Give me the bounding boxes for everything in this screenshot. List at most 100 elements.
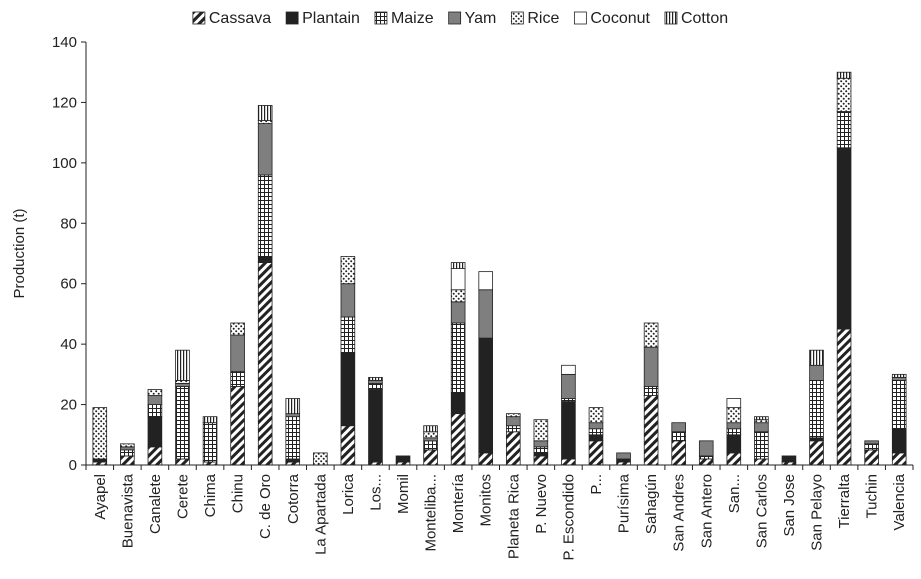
x-tick-label: Purísima	[616, 473, 633, 533]
x-tick-label: San Antero	[698, 474, 715, 548]
bar-segment-rice	[230, 322, 245, 336]
bar-segment-cotton	[450, 262, 466, 270]
bar-segment-cassava	[643, 395, 659, 466]
bar-stack	[781, 455, 797, 466]
bar-segment-plantain	[285, 458, 301, 463]
bar-stack	[505, 413, 521, 466]
bar-stack	[368, 376, 383, 466]
bar-segment-yam	[120, 446, 135, 451]
x-tick-label: Monitos	[478, 474, 495, 527]
bar-segment-yam	[588, 422, 604, 430]
bar-segment-rice	[505, 413, 521, 418]
bar-segment-cotton	[175, 349, 190, 381]
bar-stack	[340, 256, 356, 466]
bar-stack	[561, 364, 576, 466]
bar-segment-maize	[809, 379, 824, 439]
bar-segment-cassava	[505, 431, 521, 466]
bar-stack	[147, 389, 163, 466]
bar-stack	[726, 398, 742, 466]
bar-segment-plantain	[257, 256, 273, 263]
bar-segment-plantain	[726, 434, 742, 454]
y-axis: 0 20 40 60 80 100 120 140	[52, 34, 87, 474]
x-axis: Ayapel Buenavista Canalete Cerete Chima Chinu…	[85, 464, 914, 560]
bar-segment-yam	[175, 383, 190, 387]
bar-segment-cotton	[423, 425, 438, 433]
bar-segment-rice	[92, 407, 108, 460]
bar-segment-cotton	[754, 416, 769, 421]
bar-segment-yam	[809, 364, 824, 381]
x-tick-label: Ayapel	[92, 474, 109, 520]
bar-segment-rice	[340, 256, 356, 285]
legend: Cassava Plantain Maize Yam Rice Coconut Cotton	[192, 10, 728, 27]
x-tick-label: Tierralta	[836, 473, 853, 528]
bar-segment-yam	[505, 416, 521, 427]
x-tick-label: Lorica	[340, 473, 357, 515]
legend-label: Cassava	[209, 10, 271, 27]
bar-stack	[202, 416, 218, 466]
bar-segment-cassava	[836, 328, 852, 466]
bar-segment-cassava	[671, 440, 686, 466]
bar-segment-maize	[423, 440, 438, 451]
bar-stack	[423, 425, 438, 466]
bar-segment-maize	[340, 316, 356, 354]
legend-swatch-yam	[448, 11, 462, 25]
bar-stack	[92, 407, 108, 466]
bar-stack	[395, 455, 411, 466]
bar-segment-yam	[864, 440, 879, 445]
x-tick-label: P...	[588, 474, 605, 495]
bar-segment-yam	[671, 422, 686, 433]
bar-segment-yam	[257, 123, 273, 176]
x-tick-label: P. Nuevo	[533, 474, 550, 534]
bar-segment-cassava	[340, 425, 356, 466]
bar-stack	[588, 407, 604, 466]
bar-segment-cassava	[698, 458, 714, 466]
bar-segment-yam	[533, 440, 549, 448]
bar-segment-rice	[147, 389, 163, 396]
x-tick-label: Buenavista	[119, 473, 136, 548]
bar-segment-cotton	[285, 398, 301, 415]
bar-segment-maize	[120, 449, 135, 457]
bar-segment-maize	[836, 111, 852, 149]
bar-stack	[257, 105, 273, 466]
bar-stack	[450, 262, 466, 466]
bar-segment-plantain	[781, 455, 797, 463]
bar-stack	[698, 440, 714, 466]
bar-segment-rice	[257, 120, 273, 124]
bar-segment-maize	[864, 443, 879, 451]
x-tick-label: San Carlos	[753, 474, 770, 548]
x-tick-label: Cotorra	[285, 473, 302, 524]
bar-segment-maize	[147, 404, 163, 418]
bar-segment-coconut	[450, 268, 466, 291]
bar-segment-maize	[505, 425, 521, 433]
bar-segment-maize	[698, 455, 714, 460]
y-tick-label: 20	[60, 397, 77, 414]
bar-segment-cassava	[891, 452, 907, 466]
legend-swatch-rice	[510, 11, 524, 25]
bar-stack	[891, 373, 907, 466]
y-tick-label: 120	[52, 94, 77, 111]
x-tick-label: San Jose	[781, 474, 798, 537]
bar-segment-rice	[533, 419, 549, 442]
bar-segment-rice	[588, 407, 604, 424]
bar-stack	[478, 271, 494, 466]
bar-segment-plantain	[616, 458, 631, 463]
legend-label: Plantain	[302, 10, 360, 27]
bar-segment-plantain	[588, 434, 604, 442]
bar-segment-cassava	[230, 386, 245, 466]
bar-segment-cassava	[561, 458, 576, 466]
x-tick-label: Valencia	[891, 473, 908, 530]
legend-swatch-maize	[374, 11, 388, 25]
bar-segment-yam	[616, 452, 631, 460]
legend-label: Maize	[391, 10, 434, 27]
legend-label: Yam	[465, 10, 497, 27]
bar-stack	[643, 322, 659, 466]
bar-segment-cassava	[726, 452, 742, 466]
legend-label: Rice	[527, 10, 559, 27]
bar-stack	[836, 71, 852, 466]
bar-segment-maize	[561, 398, 576, 402]
bar-segment-yam	[285, 413, 301, 418]
bar-segment-cassava	[175, 458, 190, 466]
bar-segment-rice	[423, 431, 438, 439]
bar-segment-maize	[368, 383, 383, 390]
bar-segment-yam	[561, 373, 576, 399]
